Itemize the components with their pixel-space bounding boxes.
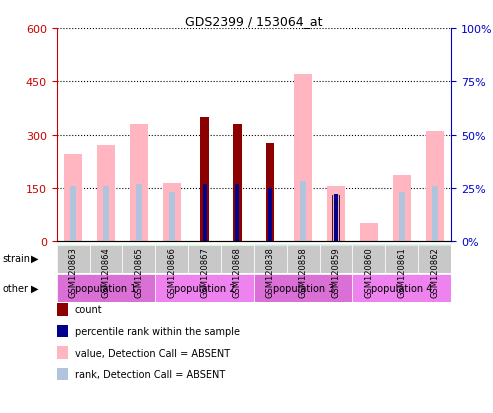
- Bar: [393, 176, 411, 242]
- Bar: [333, 195, 339, 242]
- Bar: [233, 125, 242, 242]
- Text: GSM120858: GSM120858: [299, 247, 308, 297]
- FancyBboxPatch shape: [90, 246, 122, 274]
- Text: other: other: [2, 283, 29, 293]
- Bar: [294, 75, 312, 242]
- FancyBboxPatch shape: [287, 246, 319, 274]
- Bar: [352, 274, 451, 302]
- Text: ▶: ▶: [31, 283, 38, 293]
- Bar: [155, 274, 254, 302]
- Text: strain: strain: [2, 253, 31, 263]
- Text: GSM120864: GSM120864: [102, 247, 110, 297]
- Text: rank, Detection Call = ABSENT: rank, Detection Call = ABSENT: [75, 369, 225, 379]
- FancyBboxPatch shape: [57, 246, 90, 274]
- Bar: [399, 193, 405, 242]
- Bar: [360, 224, 378, 242]
- Text: GSM120866: GSM120866: [167, 247, 176, 297]
- Bar: [300, 182, 306, 242]
- Bar: [254, 244, 451, 273]
- Text: GSM120865: GSM120865: [135, 247, 143, 297]
- FancyBboxPatch shape: [254, 246, 287, 274]
- Bar: [163, 183, 181, 242]
- Text: count: count: [75, 305, 103, 315]
- Bar: [70, 186, 76, 242]
- Bar: [103, 186, 109, 242]
- Bar: [57, 244, 254, 273]
- Text: reference: reference: [132, 254, 178, 263]
- Bar: [97, 146, 115, 242]
- Text: population 4: population 4: [371, 283, 432, 293]
- Title: GDS2399 / 153064_at: GDS2399 / 153064_at: [185, 15, 322, 28]
- Text: percentile rank within the sample: percentile rank within the sample: [75, 326, 240, 336]
- Text: GSM120867: GSM120867: [200, 247, 209, 297]
- FancyBboxPatch shape: [221, 246, 254, 274]
- FancyBboxPatch shape: [319, 246, 352, 274]
- Bar: [254, 274, 352, 302]
- Bar: [203, 184, 207, 242]
- Bar: [327, 187, 345, 242]
- Bar: [432, 186, 438, 242]
- Bar: [266, 144, 275, 242]
- Text: GSM120868: GSM120868: [233, 247, 242, 297]
- Bar: [425, 132, 444, 242]
- Text: population 1: population 1: [75, 283, 137, 293]
- Text: population 3: population 3: [273, 283, 334, 293]
- Text: ▶: ▶: [31, 253, 38, 263]
- Text: GSM120860: GSM120860: [364, 247, 373, 297]
- Bar: [169, 193, 175, 242]
- Text: value, Detection Call = ABSENT: value, Detection Call = ABSENT: [75, 348, 230, 358]
- Bar: [236, 184, 240, 242]
- FancyBboxPatch shape: [188, 246, 221, 274]
- Bar: [332, 195, 340, 242]
- Bar: [268, 188, 272, 242]
- FancyBboxPatch shape: [352, 246, 386, 274]
- Text: GSM120859: GSM120859: [332, 247, 341, 297]
- Bar: [57, 274, 155, 302]
- Text: selected for aggressive behavior: selected for aggressive behavior: [273, 254, 432, 263]
- Bar: [201, 118, 209, 242]
- Text: GSM120862: GSM120862: [430, 247, 439, 297]
- Text: GSM120863: GSM120863: [69, 247, 77, 297]
- Bar: [334, 195, 338, 242]
- Bar: [64, 155, 82, 242]
- FancyBboxPatch shape: [418, 246, 451, 274]
- FancyBboxPatch shape: [122, 246, 155, 274]
- Text: GSM120838: GSM120838: [266, 247, 275, 297]
- Bar: [130, 125, 148, 242]
- Bar: [136, 184, 142, 242]
- FancyBboxPatch shape: [386, 246, 418, 274]
- FancyBboxPatch shape: [155, 246, 188, 274]
- Text: population 2: population 2: [174, 283, 235, 293]
- Text: GSM120861: GSM120861: [397, 247, 406, 297]
